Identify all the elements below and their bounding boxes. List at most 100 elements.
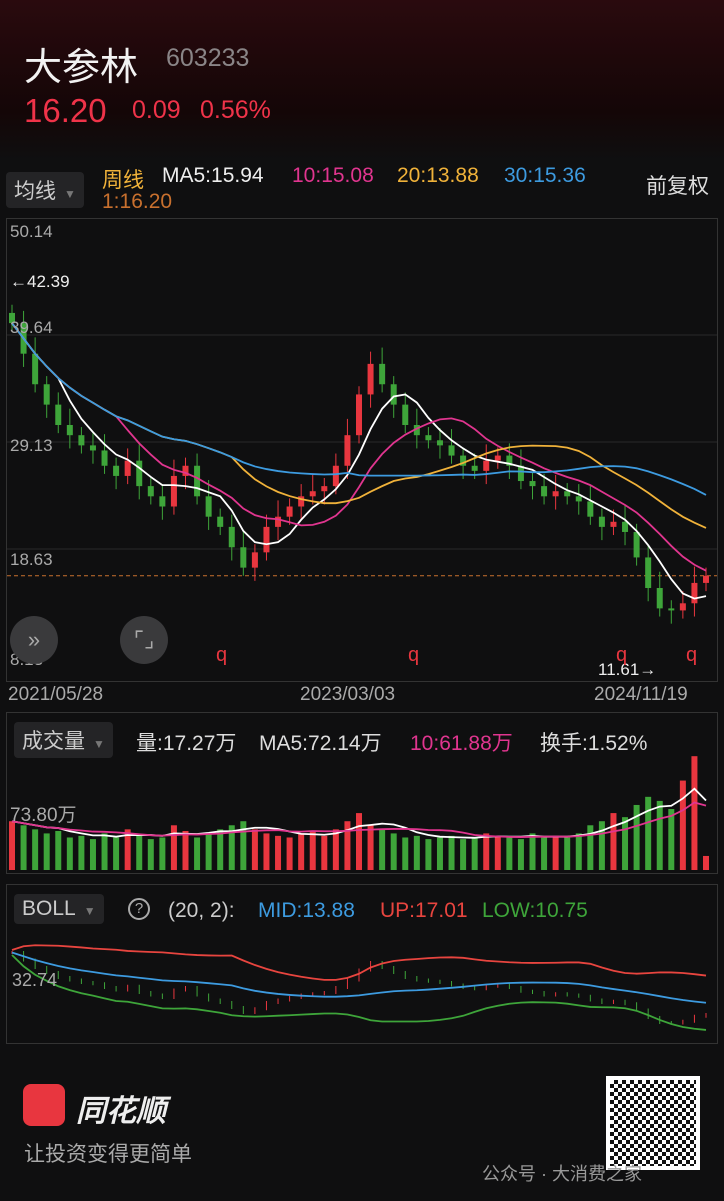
- volume-bar: [124, 829, 131, 870]
- volume-bar: [552, 835, 559, 870]
- stock-code: 603233: [166, 44, 250, 72]
- volume-bar: [402, 837, 409, 870]
- price-chart[interactable]: [6, 218, 718, 682]
- volume-bar: [136, 835, 143, 870]
- ma20-value: 20:13.88: [397, 164, 479, 187]
- candle-body: [66, 424, 73, 436]
- event-marker[interactable]: q: [408, 644, 420, 666]
- volume-bar: [494, 835, 501, 870]
- volume-bar: [286, 837, 293, 870]
- candle-body: [506, 455, 513, 466]
- boll-axis-label: 32.74: [12, 970, 58, 990]
- volume-bar: [575, 833, 582, 870]
- date-label: 2021/05/28: [8, 684, 104, 705]
- candle-body: [460, 455, 467, 466]
- qr-code: [606, 1076, 700, 1170]
- candle-body: [89, 445, 96, 451]
- ma10-value: 10:15.08: [292, 164, 374, 187]
- candle-body: [645, 557, 652, 589]
- volume-ma10: 10:61.88万: [410, 732, 513, 755]
- volume-selector[interactable]: 成交量 ▼: [14, 722, 113, 758]
- volume-bar: [9, 821, 15, 870]
- volume-bar: [332, 829, 339, 870]
- boll-selector[interactable]: BOLL ▼: [14, 894, 104, 924]
- candle-body: [159, 496, 166, 507]
- volume-bar: [251, 829, 258, 870]
- candle-body: [124, 460, 131, 476]
- expand-sidebar-icon[interactable]: »: [10, 616, 58, 664]
- volume-bar: [194, 837, 201, 870]
- wechat-account: 公众号 · 大消费之家: [482, 1164, 642, 1184]
- volume-chart[interactable]: [6, 712, 718, 874]
- candle-body: [344, 435, 351, 466]
- volume-bar: [703, 855, 709, 870]
- volume-axis-label: 73.80万: [10, 805, 77, 826]
- boll-mid: MID:13.88: [258, 899, 355, 922]
- event-marker[interactable]: q: [216, 644, 228, 666]
- volume-bar: [691, 756, 698, 870]
- question-circle-icon[interactable]: ?: [128, 898, 150, 920]
- volume-bar: [610, 813, 617, 870]
- candle-body: [402, 404, 409, 425]
- adjust-toggle[interactable]: 前复权: [646, 175, 709, 198]
- price-axis-label: 50.14: [10, 222, 53, 241]
- candle-body: [622, 521, 629, 532]
- volume-bar: [101, 833, 108, 870]
- volume-bar: [425, 839, 432, 870]
- volume-bar: [679, 780, 686, 870]
- brand-slogan: 让投资变得更简单: [24, 1143, 192, 1166]
- price-axis-label: 18.63: [10, 550, 53, 569]
- price-change: 0.09: [132, 96, 181, 124]
- volume-bar: [506, 837, 513, 870]
- event-marker[interactable]: q: [616, 644, 628, 666]
- volume-bar: [483, 833, 490, 870]
- candle-body: [113, 465, 120, 476]
- volume-bar: [622, 817, 629, 870]
- candle-body: [598, 516, 605, 527]
- brand-logo-icon: [23, 1084, 65, 1126]
- volume-bar: [309, 830, 316, 870]
- period-label: 周线: [102, 169, 144, 192]
- volume-bar: [89, 839, 96, 870]
- boll-low-line: [11, 954, 707, 1031]
- indicator-selector[interactable]: 均线 ▼: [6, 172, 84, 208]
- volume-ma5: MA5:72.14万: [259, 732, 382, 755]
- indicator-label: 均线: [14, 180, 56, 203]
- dropdown-icon: ▼: [64, 187, 76, 201]
- boll-up: UP:17.01: [380, 899, 468, 922]
- volume-bar: [356, 813, 362, 870]
- candle-body: [691, 582, 698, 604]
- volume-bar: [32, 829, 39, 870]
- candle-body: [436, 440, 443, 446]
- candle-body: [390, 384, 397, 405]
- candle-body: [332, 465, 339, 487]
- candle-body: [425, 435, 432, 441]
- candle-body: [147, 486, 154, 497]
- volume-bar: [390, 833, 397, 870]
- volume-bar: [263, 833, 270, 870]
- boll-chart[interactable]: [6, 884, 718, 1044]
- brand-name: 同花顺: [76, 1095, 166, 1128]
- boll-up-line: [11, 944, 707, 981]
- volume-bar: [471, 837, 478, 870]
- volume-value: 量:17.27万: [136, 732, 237, 755]
- candle-body: [679, 603, 686, 611]
- candle-body: [494, 455, 501, 461]
- volume-bar: [113, 837, 120, 870]
- candle-body: [170, 475, 177, 507]
- candle-body: [703, 575, 709, 583]
- volume-bar: [529, 833, 536, 870]
- candle-body: [275, 516, 282, 527]
- candle-body: [529, 481, 536, 487]
- volume-bar: [55, 830, 62, 870]
- volume-bar: [217, 829, 224, 870]
- candle-body: [182, 465, 189, 476]
- boll-mid-line: [11, 951, 707, 1004]
- volume-bar: [668, 809, 675, 870]
- event-marker[interactable]: q: [686, 644, 698, 666]
- boll-params: (20, 2):: [168, 899, 235, 922]
- candle-body: [413, 424, 420, 436]
- candle-body: [575, 496, 582, 502]
- fullscreen-icon[interactable]: ⌜⌟: [120, 616, 168, 664]
